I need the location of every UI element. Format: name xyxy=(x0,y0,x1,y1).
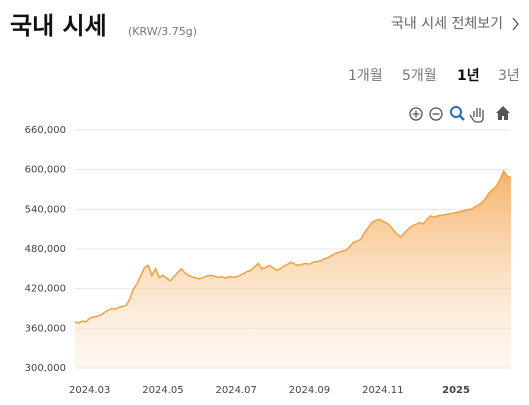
link-text[interactable]: 국내 시세 전체보기 xyxy=(391,16,503,32)
unit: (KRW/3.75g) xyxy=(128,25,197,38)
toolbar xyxy=(409,106,510,123)
chevron xyxy=(512,17,519,31)
y-tick-label: 540,000 xyxy=(25,204,66,215)
range-button[interactable]: 1년 xyxy=(457,68,480,84)
x-tick-label: 2024.07 xyxy=(216,385,257,396)
x-tick-label: 2024.05 xyxy=(142,385,183,396)
x-tick-label: 2025 xyxy=(442,385,470,396)
y-tick-label: 300,000 xyxy=(25,363,66,374)
zoom-in[interactable] xyxy=(409,107,423,121)
view-all-link[interactable]: 국내 시세 전체보기 xyxy=(391,16,519,32)
pan[interactable] xyxy=(469,108,484,123)
chart: 300,000 360,000 420,000 480,000 540,000 600,0… xyxy=(25,125,512,396)
range-button[interactable]: 1개월 xyxy=(348,68,383,84)
price-line xyxy=(74,169,512,324)
y-tick-label: 660,000 xyxy=(25,125,66,136)
y-tick-label: 600,000 xyxy=(25,165,66,176)
y-tick-label: 360,000 xyxy=(25,323,66,334)
y-tick-label: 420,000 xyxy=(25,284,66,295)
zoom-select[interactable] xyxy=(450,106,465,121)
range-buttons: 1개월 5개월 1년 3년 xyxy=(348,68,520,84)
range-button[interactable]: 5개월 xyxy=(402,68,437,84)
home[interactable] xyxy=(496,106,510,120)
title: 국내 시세 xyxy=(10,12,107,40)
zoom-out[interactable] xyxy=(429,107,443,121)
area-fill xyxy=(75,171,511,368)
x-tick-label: 2024.11 xyxy=(362,385,403,396)
range-button[interactable]: 3년 xyxy=(498,68,520,84)
x-tick-label: 2024.09 xyxy=(289,385,330,396)
y-tick-label: 480,000 xyxy=(25,244,66,255)
x-tick-label: 2024.03 xyxy=(69,385,110,396)
